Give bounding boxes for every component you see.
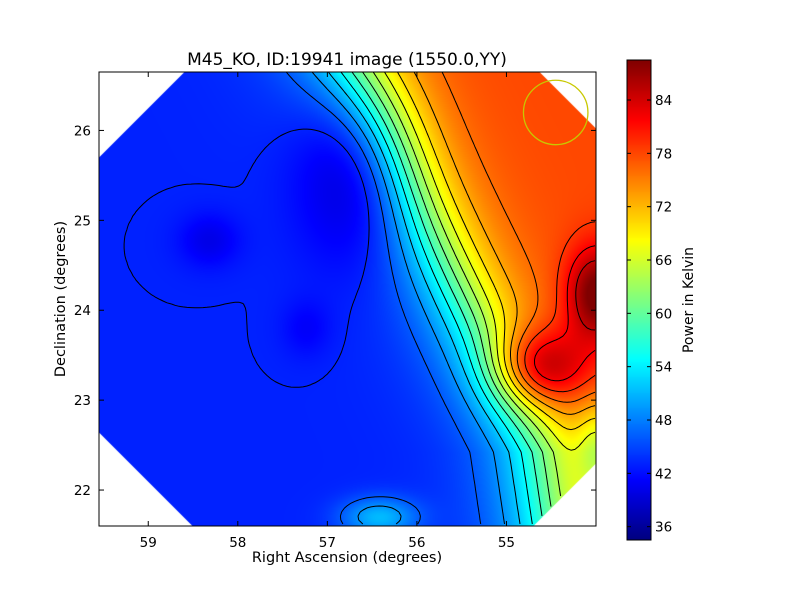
y-axis-label: Declination (degrees): [53, 221, 69, 377]
y-tick-label: 25: [74, 213, 91, 229]
contour-line: [311, 72, 505, 525]
x-tick-label: 56: [408, 535, 425, 551]
x-axis-ticks: 59 58 57 56 55: [140, 72, 515, 551]
colorbar-tick-label: 42: [655, 466, 672, 482]
contour-line: [534, 245, 596, 382]
axes-frame: [98, 71, 597, 527]
contour-line: [397, 72, 596, 431]
contour-line: [524, 221, 596, 393]
contour-line: [327, 72, 521, 525]
y-tick-label: 23: [74, 393, 91, 409]
y-axis-ticks: 22 23 24 25 26: [74, 123, 596, 499]
contour-line: [575, 260, 596, 331]
contour-line: [413, 72, 596, 415]
contour-line: [372, 72, 562, 497]
contour-lines: [123, 72, 596, 525]
colorbar-ticks: 36 42 48 54 60 66 72 78 84: [627, 93, 672, 536]
y-tick-label: 24: [74, 303, 91, 319]
colorbar-tick-label: 72: [655, 200, 672, 216]
contour-line: [123, 128, 370, 388]
x-tick-label: 55: [498, 535, 515, 551]
colorbar-tick-label: 84: [655, 93, 672, 109]
x-tick-label: 59: [140, 535, 157, 551]
colorbar-label: Power in Kelvin: [681, 247, 697, 353]
colorbar-tick-label: 36: [655, 520, 672, 536]
y-tick-label: 26: [74, 123, 91, 139]
colorbar-tick-label: 78: [655, 146, 672, 162]
contour-line: [441, 72, 596, 403]
colorbar-tick-label: 54: [655, 360, 672, 376]
x-tick-label: 58: [229, 535, 246, 551]
x-tick-label: 57: [319, 535, 336, 551]
chart-title: M45_KO, ID:19941 image (1550.0,YY): [187, 50, 507, 70]
heatmap-image: [99, 72, 596, 526]
x-axis-label: Right Ascension (degrees): [252, 550, 442, 566]
plot-area: [99, 72, 596, 526]
colorbar-tick-label: 48: [655, 413, 672, 429]
contour-line: [384, 72, 596, 451]
contour-line: [340, 72, 533, 525]
beam-circle: [522, 79, 589, 146]
colorbar: 36 42 48 54 60 66 72 78 84 Power in Kelvin: [626, 59, 697, 541]
contour-line: [351, 72, 543, 517]
y-tick-label: 22: [74, 483, 91, 499]
colorbar-tick-label: 66: [655, 253, 672, 269]
colorbar-gradient: [627, 60, 651, 540]
colorbar-tick-label: 60: [655, 306, 672, 322]
